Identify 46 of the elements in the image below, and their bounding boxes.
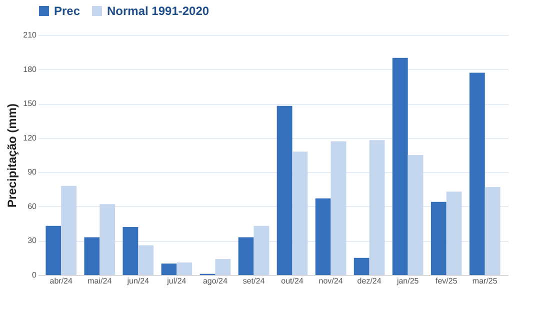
y-tick-label: 180 [23,64,38,74]
bar [315,198,331,275]
bar [176,262,192,275]
legend-label: Normal 1991-2020 [107,4,210,18]
legend-label: Prec [54,4,80,18]
x-tick-label: mar/25 [472,276,498,286]
bar [330,141,346,275]
bar [46,226,62,275]
bar [408,155,424,275]
bar [254,226,270,275]
y-tick-label: 210 [23,30,38,40]
bar [122,227,138,275]
bar [430,202,446,275]
y-tick-label: 60 [28,202,38,211]
bar [84,237,100,275]
bar [484,187,500,275]
x-tick-label: set/24 [242,276,266,286]
bar [161,264,177,275]
bar [292,152,308,275]
bar [61,186,77,275]
x-tick-label: out/24 [281,276,304,286]
x-tick-label: dez/24 [357,276,382,286]
bar [215,259,231,275]
x-tick-label: jun/24 [126,276,150,286]
y-tick-label: 0 [32,270,38,280]
x-tick-label: nov/24 [318,276,344,286]
bar [138,245,154,275]
x-tick-label: jan/25 [396,276,420,286]
bar [446,192,462,275]
y-axis-title: Precipitação (mm) [5,103,20,208]
bar [276,106,292,275]
x-tick-label: ago/24 [202,276,228,286]
bar [100,204,116,275]
bar [392,58,408,275]
y-tick-label: 120 [23,133,38,142]
x-tick-label: fev/25 [435,276,458,286]
y-tick-label: 30 [28,236,38,246]
x-tick-label: abr/24 [50,276,74,286]
x-tick-label: jul/24 [166,276,187,286]
y-tick-label: 90 [28,168,38,177]
bar [238,237,254,275]
y-tick-label: 150 [23,99,38,108]
bar [354,258,370,275]
bar [369,140,385,275]
bar [469,72,485,275]
x-tick-label: mai/24 [88,276,112,286]
